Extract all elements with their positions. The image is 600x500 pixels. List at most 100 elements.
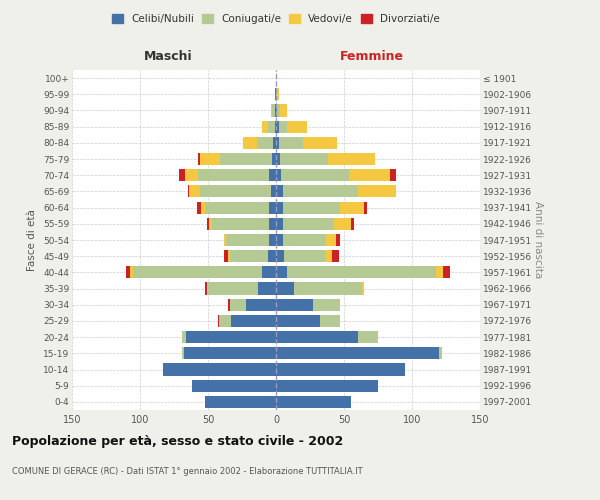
Bar: [276, 120, 279, 132]
Bar: [205, 202, 269, 213]
Bar: [276, 186, 283, 198]
Bar: [276, 88, 277, 101]
Bar: [362, 282, 364, 294]
Text: Maschi: Maschi: [143, 50, 193, 62]
Bar: [229, 250, 230, 262]
Bar: [303, 137, 337, 149]
Bar: [277, 104, 280, 117]
Bar: [200, 186, 271, 198]
Bar: [269, 218, 276, 230]
Bar: [280, 104, 287, 117]
Bar: [276, 266, 287, 278]
Bar: [284, 250, 325, 262]
Bar: [293, 282, 362, 294]
Bar: [269, 202, 276, 213]
Bar: [229, 298, 230, 311]
Bar: [230, 250, 268, 262]
Bar: [200, 153, 220, 165]
Bar: [226, 234, 269, 246]
Text: COMUNE DI GERACE (RC) - Dati ISTAT 1° gennaio 2002 - Elaborazione TUTTITALIA.IT: COMUNE DI GERACE (RC) - Dati ISTAT 1° ge…: [12, 468, 362, 476]
Bar: [351, 218, 353, 230]
Bar: [439, 348, 442, 360]
Bar: [281, 169, 349, 181]
Bar: [191, 380, 276, 392]
Bar: [262, 266, 276, 278]
Bar: [276, 137, 279, 149]
Bar: [219, 315, 231, 327]
Bar: [283, 218, 334, 230]
Text: Femmine: Femmine: [340, 50, 404, 62]
Bar: [326, 234, 336, 246]
Bar: [336, 234, 340, 246]
Bar: [189, 186, 200, 198]
Bar: [218, 315, 219, 327]
Bar: [275, 88, 276, 101]
Bar: [325, 250, 332, 262]
Bar: [276, 218, 283, 230]
Bar: [206, 282, 208, 294]
Bar: [268, 250, 276, 262]
Bar: [332, 250, 338, 262]
Bar: [272, 104, 275, 117]
Bar: [182, 331, 186, 343]
Bar: [182, 348, 184, 360]
Bar: [287, 120, 307, 132]
Bar: [443, 266, 450, 278]
Bar: [276, 315, 320, 327]
Bar: [283, 234, 326, 246]
Bar: [206, 218, 209, 230]
Bar: [276, 396, 351, 408]
Bar: [279, 137, 303, 149]
Bar: [205, 396, 276, 408]
Bar: [197, 202, 201, 213]
Bar: [246, 298, 276, 311]
Bar: [276, 153, 280, 165]
Bar: [334, 218, 351, 230]
Bar: [179, 169, 185, 181]
Bar: [188, 186, 189, 198]
Bar: [230, 298, 246, 311]
Bar: [224, 250, 229, 262]
Bar: [259, 282, 276, 294]
Bar: [276, 202, 283, 213]
Bar: [127, 266, 130, 278]
Bar: [364, 202, 367, 213]
Bar: [320, 315, 340, 327]
Bar: [184, 348, 276, 360]
Bar: [283, 186, 358, 198]
Bar: [276, 104, 277, 117]
Bar: [273, 137, 276, 149]
Y-axis label: Anni di nascita: Anni di nascita: [533, 202, 543, 278]
Bar: [208, 282, 259, 294]
Bar: [269, 169, 276, 181]
Bar: [185, 169, 199, 181]
Bar: [340, 202, 364, 213]
Bar: [287, 266, 436, 278]
Bar: [257, 137, 273, 149]
Bar: [133, 266, 262, 278]
Bar: [220, 153, 272, 165]
Bar: [269, 234, 276, 246]
Bar: [163, 364, 276, 376]
Bar: [275, 120, 276, 132]
Bar: [283, 202, 340, 213]
Bar: [276, 331, 358, 343]
Bar: [271, 186, 276, 198]
Bar: [277, 88, 279, 101]
Bar: [275, 104, 276, 117]
Bar: [199, 153, 200, 165]
Bar: [201, 202, 205, 213]
Bar: [436, 266, 443, 278]
Bar: [212, 218, 269, 230]
Bar: [276, 380, 378, 392]
Bar: [276, 169, 281, 181]
Bar: [209, 218, 212, 230]
Bar: [199, 169, 269, 181]
Bar: [205, 282, 206, 294]
Bar: [280, 153, 328, 165]
Bar: [390, 169, 395, 181]
Bar: [358, 331, 378, 343]
Bar: [276, 234, 283, 246]
Bar: [276, 298, 313, 311]
Bar: [271, 104, 272, 117]
